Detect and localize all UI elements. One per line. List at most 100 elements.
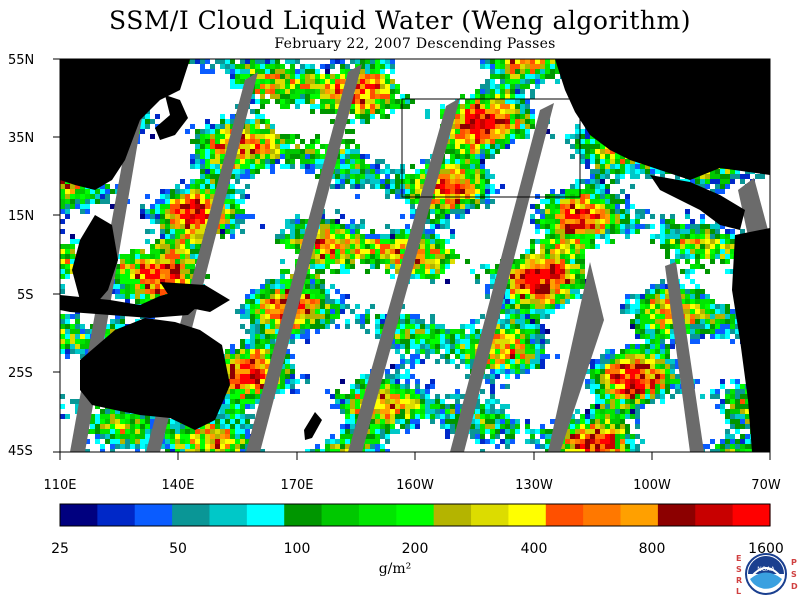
cloud-pixel	[360, 64, 365, 69]
cloud-pixel	[725, 184, 730, 189]
cloud-pixel	[445, 224, 450, 229]
cloud-pixel	[345, 304, 350, 309]
cloud-pixel	[500, 79, 505, 84]
cloud-pixel	[330, 229, 335, 234]
cloud-pixel	[370, 174, 375, 179]
cloud-pixel	[690, 219, 695, 224]
cloud-pixel	[665, 329, 670, 334]
cloud-pixel	[255, 334, 260, 339]
cloud-pixel	[635, 369, 640, 374]
cloud-pixel	[420, 339, 425, 344]
cloud-pixel	[370, 79, 375, 84]
cloud-pixel	[370, 304, 375, 309]
cloud-pixel	[610, 154, 615, 159]
cloud-pixel	[430, 339, 435, 344]
cloud-pixel	[560, 294, 565, 299]
cloud-pixel	[470, 324, 475, 329]
cloud-pixel	[395, 174, 400, 179]
cloud-pixel	[530, 219, 535, 224]
cloud-pixel	[330, 84, 335, 89]
cloud-pixel	[280, 144, 285, 149]
cloud-pixel	[725, 269, 730, 274]
cloud-pixel	[510, 319, 515, 324]
cloud-pixel	[225, 119, 230, 124]
cloud-pixel	[410, 334, 415, 339]
cloud-pixel	[660, 229, 665, 234]
cloud-pixel	[685, 324, 690, 329]
cloud-pixel	[60, 194, 65, 199]
cloud-pixel	[510, 89, 515, 94]
cloud-pixel	[425, 354, 430, 359]
cloud-pixel	[65, 184, 70, 189]
cloud-pixel	[215, 174, 220, 179]
cloud-pixel	[360, 224, 365, 229]
cloud-pixel	[340, 214, 345, 219]
cloud-pixel	[515, 69, 520, 74]
cloud-pixel	[570, 209, 575, 214]
cloud-pixel	[685, 229, 690, 234]
cloud-pixel	[230, 169, 235, 174]
cloud-pixel	[500, 89, 505, 94]
cloud-pixel	[305, 74, 310, 79]
cloud-pixel	[240, 79, 245, 84]
cloud-pixel	[630, 309, 635, 314]
cloud-pixel	[140, 284, 145, 289]
cloud-pixel	[480, 119, 485, 124]
cloud-pixel	[480, 189, 485, 194]
cloud-pixel	[225, 364, 230, 369]
cloud-pixel	[585, 199, 590, 204]
cloud-pixel	[80, 324, 85, 329]
cloud-pixel	[525, 369, 530, 374]
cloud-pixel	[390, 254, 395, 259]
cloud-pixel	[380, 84, 385, 89]
cloud-pixel	[505, 139, 510, 144]
cloud-pixel	[80, 329, 85, 334]
cloud-pixel	[510, 304, 515, 309]
cloud-pixel	[705, 324, 710, 329]
cloud-pixel	[370, 89, 375, 94]
cloud-pixel	[355, 144, 360, 149]
cloud-pixel	[575, 179, 580, 184]
cloud-pixel	[260, 294, 265, 299]
cloud-pixel	[445, 259, 450, 264]
cloud-pixel	[465, 114, 470, 119]
cloud-pixel	[205, 204, 210, 209]
cloud-pixel	[460, 199, 465, 204]
cloud-pixel	[650, 354, 655, 359]
cloud-pixel	[510, 104, 515, 109]
cloud-pixel	[520, 129, 525, 134]
cloud-pixel	[190, 124, 195, 129]
cloud-pixel	[430, 224, 435, 229]
cloud-pixel	[600, 224, 605, 229]
cloud-pixel	[390, 69, 395, 74]
cloud-pixel	[465, 339, 470, 344]
cloud-pixel	[360, 89, 365, 94]
cloud-pixel	[645, 224, 650, 229]
cloud-pixel	[455, 124, 460, 129]
cloud-pixel	[505, 344, 510, 349]
cloud-pixel	[430, 269, 435, 274]
cloud-pixel	[490, 139, 495, 144]
cloud-pixel	[510, 339, 515, 344]
cloud-pixel	[375, 89, 380, 94]
cloud-pixel	[265, 344, 270, 349]
cloud-pixel	[345, 174, 350, 179]
cloud-pixel	[255, 359, 260, 364]
cloud-pixel	[545, 239, 550, 244]
cloud-pixel	[325, 234, 330, 239]
cloud-pixel	[420, 324, 425, 329]
cloud-pixel	[240, 344, 245, 349]
cloud-pixel	[85, 209, 90, 214]
cloud-pixel	[165, 214, 170, 219]
cloud-pixel	[405, 349, 410, 354]
cloud-pixel	[180, 209, 185, 214]
cloud-pixel	[310, 154, 315, 159]
cloud-pixel	[500, 99, 505, 104]
cloud-pixel	[170, 219, 175, 224]
cloud-pixel	[85, 199, 90, 204]
cloud-pixel	[70, 244, 75, 249]
cloud-pixel	[610, 359, 615, 364]
cloud-pixel	[280, 309, 285, 314]
cloud-pixel	[360, 79, 365, 84]
cloud-pixel	[305, 374, 310, 379]
